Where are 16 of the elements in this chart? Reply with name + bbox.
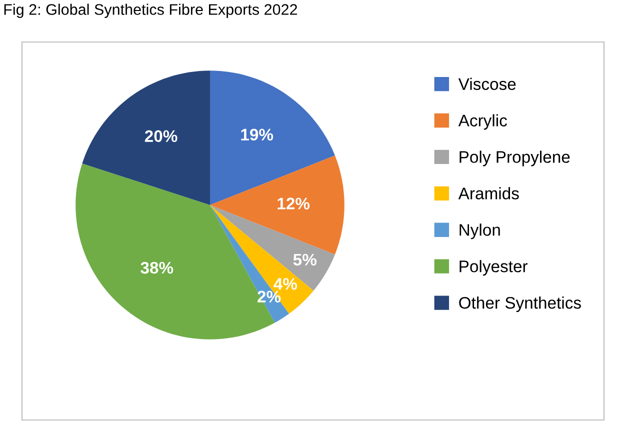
chart-title: Fig 2: Global Synthetics Fibre Exports 2022 — [4, 4, 298, 18]
data-label: 5% — [293, 254, 316, 266]
legend-label: Polyester — [460, 260, 528, 276]
data-label: 4% — [274, 278, 298, 290]
legend-label: Poly Propylene — [460, 150, 570, 166]
legend-label: Aramids — [458, 187, 519, 200]
legend-label: Viscose — [458, 78, 516, 90]
data-label: 12% — [278, 198, 310, 210]
pie-slice — [82, 70, 210, 205]
data-label: 19% — [241, 128, 274, 141]
pie-slice — [210, 156, 344, 254]
legend-label: Nylon — [460, 224, 500, 240]
legend-label: Acrylic — [458, 114, 507, 130]
data-label: 20% — [144, 130, 178, 142]
legend-label: Other Synthetics — [459, 296, 581, 312]
data-label: 38% — [140, 262, 174, 274]
